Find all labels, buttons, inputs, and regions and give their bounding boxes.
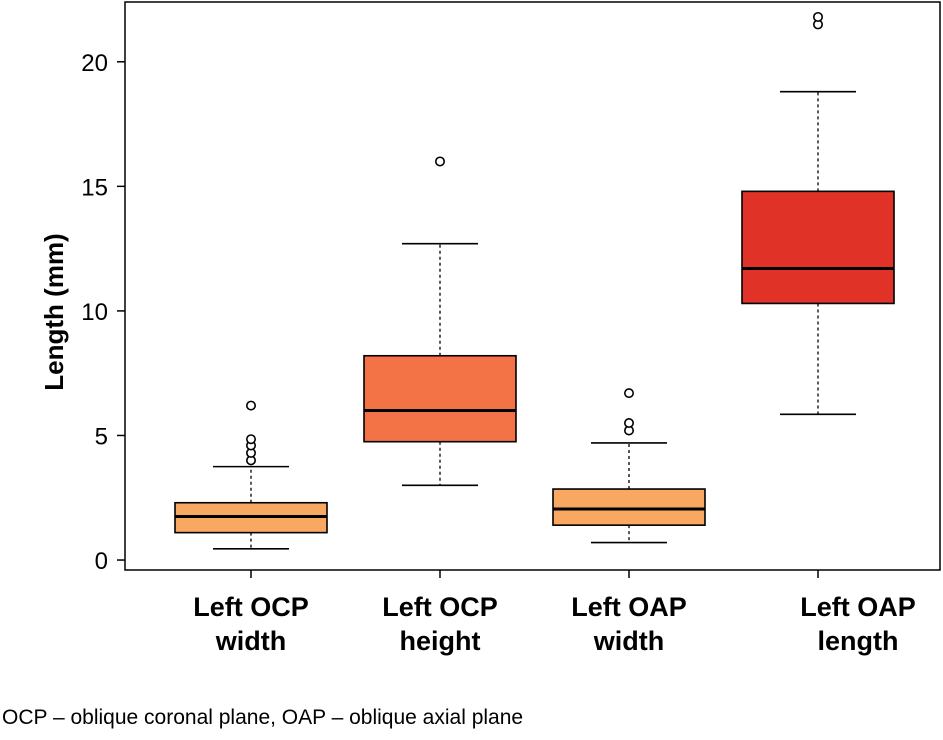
- outlier-point: [623, 388, 634, 399]
- iqr-box: [741, 190, 895, 305]
- x-category-label-line: height: [400, 626, 481, 656]
- y-tick-label: 0: [95, 548, 108, 575]
- x-category-label-line: width: [593, 626, 664, 656]
- box-group: [363, 156, 517, 578]
- y-tick-label: 10: [81, 299, 108, 326]
- outlier-point: [246, 434, 257, 445]
- y-tick-label: 20: [81, 50, 108, 77]
- box-group: [174, 400, 328, 578]
- plot-frame: [124, 1, 941, 571]
- footnote: OCP – oblique coronal plane, OAP – obliq…: [2, 706, 524, 729]
- y-tick-label: 5: [95, 423, 108, 450]
- x-category-label: Left OAP width: [571, 592, 687, 656]
- box-group: [552, 388, 706, 578]
- x-category-label: Left OCP height: [382, 592, 498, 656]
- x-category-label-line: Left OAP: [571, 592, 687, 622]
- y-axis: 0 5 10 15 20: [81, 50, 125, 575]
- y-axis-title: Length (mm): [39, 233, 69, 390]
- x-axis-labels: Left OCP width Left OCP height Left OAP width…: [193, 592, 916, 656]
- boxes: [174, 11, 895, 578]
- box-group: [741, 11, 895, 578]
- outlier-point: [246, 400, 257, 411]
- x-category-label-line: width: [215, 626, 286, 656]
- y-tick-label: 15: [81, 174, 108, 201]
- x-category-label-line: Left OCP: [193, 592, 309, 622]
- x-category-label-line: length: [818, 626, 899, 656]
- iqr-box: [363, 354, 517, 443]
- outlier-point: [623, 418, 634, 429]
- x-category-label: Left OAP length: [800, 592, 916, 656]
- outlier-point: [812, 11, 823, 22]
- x-category-label: Left OCP width: [193, 592, 309, 656]
- outlier-point: [434, 156, 445, 167]
- x-category-label-line: Left OCP: [382, 592, 498, 622]
- x-category-label-line: Left OAP: [800, 592, 916, 622]
- iqr-box: [552, 488, 706, 526]
